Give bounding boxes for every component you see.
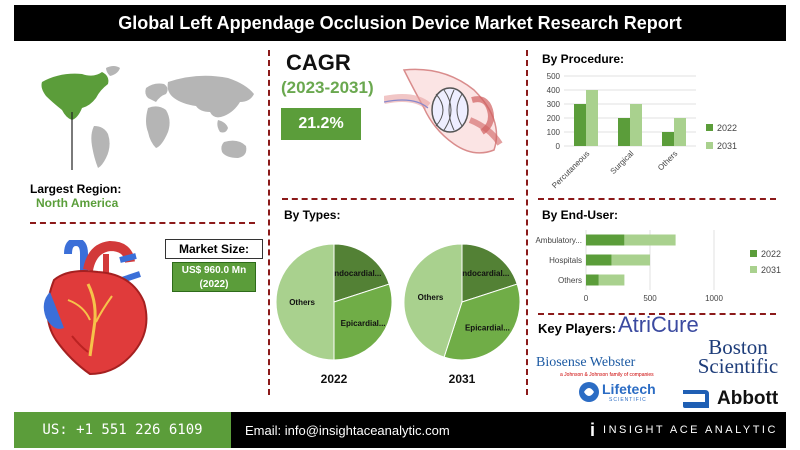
insight-ace-logo-icon: i [590,419,596,440]
cagr-value: 21.2% [281,108,361,140]
by-end-user-title: By End-User: [542,208,619,222]
procedure-ytick: 0 [556,142,561,151]
pie-2022-slice-label: Others [289,298,315,307]
enduser-bar-2022-1 [586,254,612,266]
enduser-bar-2022-2 [586,274,599,286]
enduser-bar-2031-1 [611,254,650,266]
by-procedure-chart: 0 100 200 300 400 500 Percutaneous Surgical Othe… [547,72,737,190]
by-procedure-title: By Procedure: [542,52,625,66]
biosense-webster-tagline: a Johnson & Johnson family of companies [560,372,654,378]
enduser-ytick: Hospitals [549,256,582,265]
abbott-logo: Abbott [717,388,779,409]
boston-line2: Scientific [697,354,779,378]
boston-scientific-logo: Boston Scientific [688,335,788,378]
procedure-legend-label: 2022 [717,123,737,133]
lifetech-logo: Lifetech [602,381,656,397]
by-types-title: By Types: [284,208,341,222]
market-size-amount: US$ 960.0 Mn [181,265,247,276]
procedure-legend-swatch-2022 [706,124,713,131]
enduser-legend-label: 2031 [761,265,781,275]
procedure-bar-2031-percutaneous [586,90,598,146]
market-size-value: US$ 960.0 Mn (2022) [172,262,256,292]
procedure-ytick: 500 [547,72,561,81]
report-title: Global Left Appendage Occlusion Device M… [14,5,786,41]
atricure-logo: AtriCure [618,312,699,337]
largest-region-label: Largest Region: [30,182,122,196]
divider-horizontal-right [538,198,776,200]
enduser-bar-2031-2 [598,274,625,286]
procedure-bar-2031-surgical [630,104,642,146]
enduser-bar-2031-0 [624,234,676,246]
procedure-ytick: 300 [547,100,561,109]
enduser-xtick: 500 [643,294,657,303]
divider-horizontal-mid [282,198,514,200]
biosense-webster-logo: Biosense Webster [536,355,636,370]
pie-2022-slice-label: Endocardial... [329,269,381,278]
enduser-ytick: Ambulatory... [535,236,582,245]
pie-2031-slice [443,283,521,361]
procedure-bar-2022-percutaneous [574,104,586,146]
pie-2022-slice [333,283,393,361]
by-end-user-chart: 0 500 1000 Ambulatory... Hospitals Others 2022… [535,230,781,303]
pie-year-label-2022: 2022 [321,372,348,386]
market-size-label: Market Size: [165,239,263,259]
procedure-ytick: 200 [547,114,561,123]
procedure-legend-swatch-2031 [706,142,713,149]
divider-horizontal-left [30,222,255,224]
cagr-years: (2023-2031) [281,78,374,97]
pie-2022-slice-label: Epicardial... [341,319,386,328]
procedure-ytick: 100 [547,128,561,137]
procedure-bar-2031-others [674,118,686,146]
procedure-ytick: 400 [547,86,561,95]
procedure-xtick: Others [656,149,679,172]
email-address: Email: info@insightaceanalytic.com [231,412,568,448]
enduser-legend-label: 2022 [761,249,781,259]
divider-horizontal-right-bottom [538,313,776,315]
enduser-ytick: Others [558,276,582,285]
company-name: INSIGHT ACE ANALYTIC [603,424,778,436]
pie-2031-slice [461,243,518,303]
pie-2031-slice [403,243,463,358]
pie-2031-slice-label: Endocardial... [457,269,509,278]
abbott-icon [683,390,709,408]
market-size-year: (2022) [199,279,229,290]
pie-2031-slice-label: Others [418,293,444,302]
pie-2022-slice [333,243,390,303]
by-types-pie-charts: Endocardial... Epicardial... Others 2022 End… [275,243,521,386]
company-brand: i INSIGHT ACE ANALYTIC [568,412,786,448]
pie-year-label-2031: 2031 [449,372,476,386]
procedure-xtick: Surgical [609,149,636,176]
enduser-xtick: 1000 [705,294,723,303]
lifetech-icon [579,382,599,402]
procedure-legend-label: 2031 [717,141,737,151]
largest-region-value: North America [36,196,119,210]
world-map-icon [41,66,254,170]
occlusion-device-illustration [384,68,503,154]
divider-vertical-left [268,50,270,395]
enduser-legend-swatch-2022 [750,250,757,257]
procedure-bar-2022-surgical [618,118,630,146]
procedure-bar-2022-others [662,132,674,146]
divider-vertical-right [526,50,528,395]
procedure-xtick: Percutaneous [550,149,591,190]
lifetech-tagline: SCIENTIFIC [609,397,647,403]
key-players-title: Key Players: [538,321,617,336]
heart-icon [43,240,148,375]
boston-line1: Boston [708,335,768,359]
enduser-bar-2022-0 [586,234,625,246]
pie-2031-slice-label: Epicardial... [465,323,510,332]
pie-2022-slice [275,243,335,361]
cagr-title: CAGR [286,50,351,75]
phone-number: US: +1 551 226 6109 [14,412,231,448]
enduser-legend-swatch-2031 [750,266,757,273]
enduser-xtick: 0 [584,294,589,303]
